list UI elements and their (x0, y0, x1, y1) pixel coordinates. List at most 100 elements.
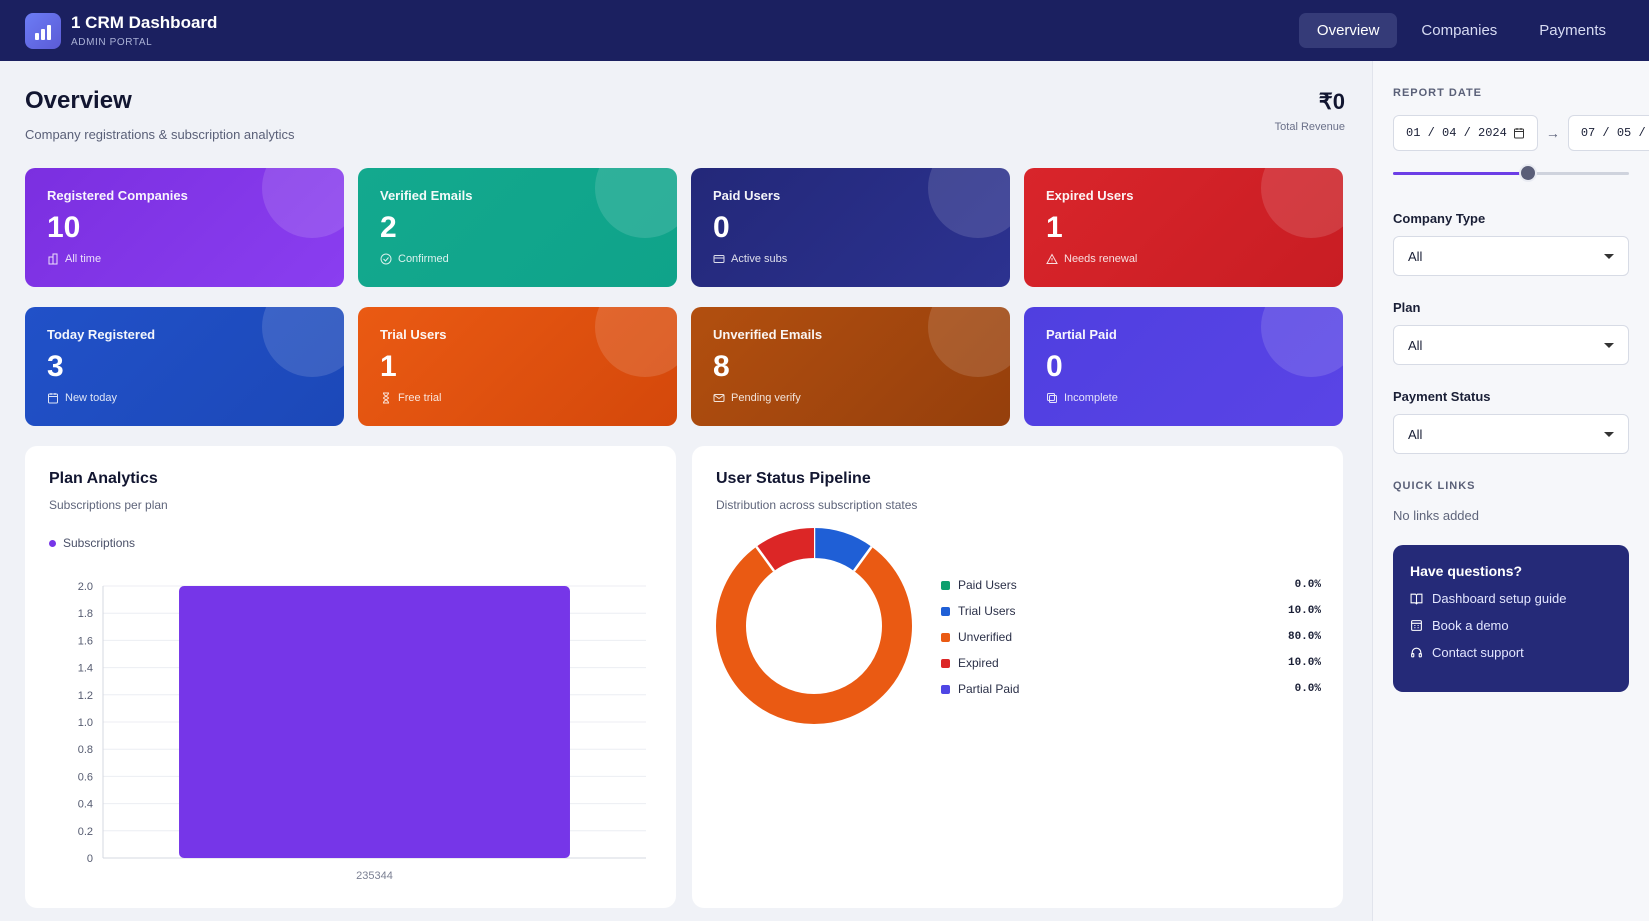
page-subtitle: Company registrations & subscription ana… (25, 127, 295, 142)
stat-card-trial-users[interactable]: Trial Users 1 Free trial (358, 307, 677, 426)
x-tick-label: 235344 (356, 870, 393, 882)
stat-label: Paid Users (713, 188, 781, 203)
y-tick-label: 0.2 (78, 826, 93, 838)
date-range: 01 / 04 / 2024 → 07 / 05 / 2025 (1393, 115, 1649, 151)
nav-companies[interactable]: Companies (1421, 22, 1498, 39)
hourglass-icon (382, 392, 390, 404)
top-bar: 1 CRM Dashboard ADMIN PORTAL Overview Co… (0, 0, 1649, 61)
y-tick-label: 0.4 (78, 799, 93, 811)
revenue-value: ₹0 (1318, 89, 1345, 114)
legend-label: Unverified (958, 630, 1013, 644)
legend-swatch (941, 606, 950, 616)
y-tick-label: 1.0 (78, 717, 93, 729)
legend-swatch (941, 658, 950, 668)
slider-fill (1393, 172, 1528, 175)
payment-status-value: All (1408, 426, 1423, 442)
chevron-down-icon (1604, 253, 1614, 259)
page-header: Overview Company registrations & subscri… (25, 83, 1345, 142)
date-arrow: → (1545, 125, 1560, 141)
calendar-icon[interactable] (1513, 127, 1525, 139)
total-revenue: ₹0 Total Revenue (1275, 89, 1345, 133)
chart-legend[interactable]: Subscriptions (49, 536, 652, 550)
date-range-slider[interactable] (1393, 163, 1629, 183)
donut-slice[interactable] (716, 528, 912, 724)
legend-percent: 0.0% (1294, 683, 1321, 695)
legend-item[interactable]: Paid Users 0.0% (941, 572, 1321, 598)
legend-item[interactable]: Trial Users 10.0% (941, 598, 1321, 624)
legend-percent: 10.0% (1287, 657, 1321, 669)
date-to-value: 07 / 05 / 2025 (1580, 126, 1649, 140)
mail-x-icon (713, 394, 725, 402)
help-link-book-demo[interactable]: Book a demo (1410, 618, 1612, 633)
partial-payment-icon (1047, 393, 1057, 403)
stat-card-expired-users[interactable]: Expired Users 1 Needs renewal (1024, 168, 1343, 287)
date-from-value: 01 / 04 / 2024 (1406, 126, 1507, 140)
stat-sub: Free trial (398, 392, 442, 404)
stat-label: Expired Users (1046, 188, 1134, 203)
plan-analytics-panel: Plan Analytics Subscriptions per plan Su… (25, 446, 676, 908)
book-icon (1410, 593, 1423, 605)
quick-links-label: QUICK LINKS (1393, 480, 1476, 492)
app-title: 1 CRM Dashboard (71, 13, 218, 32)
help-link-label: Book a demo (1432, 618, 1509, 633)
nav-payments[interactable]: Payments (1539, 22, 1606, 39)
calendar-icon (48, 393, 58, 404)
stat-card-verified-emails[interactable]: Verified Emails 2 Confirmed (358, 168, 677, 287)
main-nav: Overview Companies Payments (1298, 13, 1624, 48)
stat-label: Registered Companies (47, 188, 188, 203)
nav-overview[interactable]: Overview (1298, 13, 1398, 48)
brand[interactable]: 1 CRM Dashboard ADMIN PORTAL (25, 12, 218, 49)
stat-card-paid-users[interactable]: Paid Users 0 Active subs (691, 168, 1010, 287)
stat-value: 8 (713, 350, 730, 383)
legend-item[interactable]: Partial Paid 0.0% (941, 676, 1321, 702)
app-subtitle: ADMIN PORTAL (71, 37, 153, 48)
payment-status-select[interactable]: All (1393, 414, 1629, 454)
help-link-contact-support[interactable]: Contact support (1410, 645, 1612, 660)
credit-card-icon (713, 255, 725, 263)
stat-card-today-registered[interactable]: Today Registered 3 New today (25, 307, 344, 426)
stat-label: Unverified Emails (713, 327, 823, 342)
report-date-label: REPORT DATE (1393, 87, 1483, 99)
plan-value: All (1408, 337, 1423, 353)
donut-slice[interactable] (716, 528, 912, 724)
date-from-input[interactable]: 01 / 04 / 2024 (1393, 115, 1538, 151)
stat-value: 0 (1046, 350, 1063, 383)
check-circle-icon (380, 253, 392, 265)
stat-label: Trial Users (380, 327, 447, 342)
y-tick-label: 1.6 (78, 635, 93, 647)
stat-value: 3 (47, 350, 64, 383)
legend-percent: 0.0% (1294, 579, 1321, 591)
donut-chart (716, 528, 912, 724)
legend-item[interactable]: Unverified 80.0% (941, 624, 1321, 650)
y-tick-label: 1.2 (78, 690, 93, 702)
warning-icon (1046, 253, 1058, 264)
stat-card-partial-paid[interactable]: Partial Paid 0 Incomplete (1024, 307, 1343, 426)
stat-sub: Confirmed (398, 253, 449, 265)
stat-card-registered-companies[interactable]: Registered Companies 10 All time (25, 168, 344, 287)
legend-item[interactable]: Expired 10.0% (941, 650, 1321, 676)
y-tick-label: 0 (87, 853, 93, 865)
slice-separator (755, 545, 776, 572)
filter-sidebar: REPORT DATE 01 / 04 / 2024 → 07 / 05 / 2… (1372, 61, 1649, 921)
stat-card-unverified-emails[interactable]: Unverified Emails 8 Pending verify (691, 307, 1010, 426)
stat-sub: Pending verify (731, 392, 801, 404)
stat-value: 10 (47, 211, 81, 244)
legend-label: Trial Users (958, 604, 1016, 618)
help-title: Have questions? (1410, 563, 1523, 579)
legend-swatch (941, 580, 950, 590)
date-to-input[interactable]: 07 / 05 / 2025 (1567, 115, 1649, 151)
bar-chart-logo-icon (25, 12, 61, 49)
user-status-pipeline-panel: User Status Pipeline Distribution across… (692, 446, 1343, 908)
stat-sub: Needs renewal (1064, 253, 1138, 265)
main-content: Overview Company registrations & subscri… (0, 61, 1370, 921)
bar[interactable] (179, 586, 570, 858)
help-link-setup-guide[interactable]: Dashboard setup guide (1410, 591, 1612, 606)
plan-select[interactable]: All (1393, 325, 1629, 365)
slider-thumb[interactable] (1518, 164, 1537, 182)
legend-label: Subscriptions (63, 536, 136, 550)
legend-label: Paid Users (958, 578, 1017, 592)
stat-label: Verified Emails (380, 188, 473, 203)
legend-percent: 10.0% (1287, 605, 1321, 617)
company-type-select[interactable]: All (1393, 236, 1629, 276)
chart-panels: Plan Analytics Subscriptions per plan Su… (25, 446, 1345, 908)
